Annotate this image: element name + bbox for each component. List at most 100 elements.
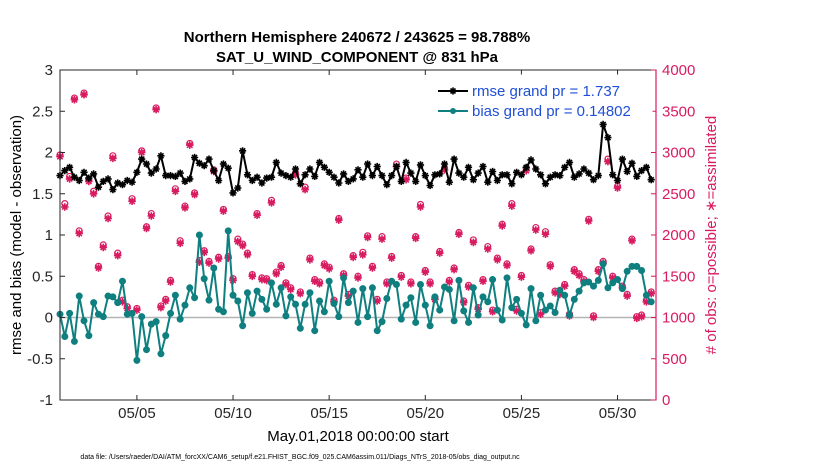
rmse-point — [128, 178, 136, 186]
bias-point — [239, 322, 247, 330]
obs-assimilated-point — [570, 267, 579, 276]
obs-assimilated-point — [450, 265, 458, 274]
bias-point — [167, 309, 175, 317]
obs-assimilated-point — [286, 285, 295, 294]
obs-assimilated-point — [344, 292, 353, 300]
x-tick-label: 05/15 — [310, 405, 348, 422]
legend-label-rmse: rmse grand pr = 1.737 — [472, 83, 620, 100]
rmse-point — [570, 173, 578, 181]
rmse-point — [561, 163, 569, 171]
bias-point — [416, 281, 424, 288]
rmse-point — [258, 179, 266, 187]
rmse-point — [647, 176, 655, 184]
x-tick-label: 05/30 — [599, 405, 637, 422]
rmse-point — [171, 172, 179, 180]
bias-point — [335, 313, 343, 321]
bias-point — [392, 281, 400, 288]
obs-assimilated-point — [137, 148, 146, 157]
rmse-point — [142, 160, 151, 168]
bias-point — [546, 302, 554, 310]
obs-assimilated-point — [243, 251, 252, 259]
rmse-point — [162, 172, 170, 180]
obs-assimilated-point — [277, 263, 285, 271]
obs-assimilated-point — [363, 233, 372, 242]
obs-assimilated-point — [455, 230, 463, 238]
y-left-tick-label: 2 — [45, 145, 53, 162]
rmse-point — [152, 165, 160, 173]
rmse-point — [565, 158, 574, 166]
rmse-point — [234, 184, 242, 192]
obs-assimilated-point — [387, 254, 396, 262]
rmse-point — [537, 171, 545, 179]
legend: rmse grand pr = 1.737 bias grand pr = 0.1… — [429, 74, 653, 120]
rmse-point — [556, 172, 564, 180]
obs-assimilated-point — [61, 203, 69, 211]
bias-point — [614, 276, 622, 284]
bias-point — [359, 285, 367, 293]
rmse-point — [513, 168, 521, 176]
bias-point — [493, 306, 501, 314]
rmse-point — [474, 169, 482, 177]
bias-point — [609, 279, 617, 287]
rmse-point — [138, 155, 146, 163]
obs-assimilated-point — [70, 95, 79, 104]
obs-assimilated-point — [594, 267, 603, 276]
rmse-point — [580, 165, 588, 173]
bias-point — [306, 289, 314, 297]
bias-point — [397, 315, 405, 323]
obs-assimilated-point — [310, 277, 319, 285]
bias-point — [570, 295, 578, 303]
rmse-point — [66, 163, 74, 171]
bias-point — [551, 309, 559, 317]
bias-point — [181, 301, 189, 309]
bias-point — [412, 318, 420, 326]
rmse-point — [123, 176, 131, 185]
obs-assimilated-point — [94, 264, 103, 272]
bias-point — [436, 306, 444, 314]
bias-point — [171, 291, 179, 299]
rmse-point — [335, 179, 343, 187]
obs-assimilated-point — [493, 255, 502, 264]
bias-point — [561, 291, 569, 299]
obs-assimilated-point — [253, 211, 261, 219]
rmse-point — [517, 171, 525, 179]
obs-assimilated-point — [325, 265, 333, 273]
rmse-point — [344, 177, 352, 185]
bias-point — [498, 316, 506, 324]
rmse-point — [412, 177, 420, 185]
bias-point — [195, 231, 203, 239]
y-right-tick-label: 3500 — [662, 103, 695, 120]
rmse-point — [176, 169, 184, 177]
rmse-point — [416, 161, 425, 169]
obs-assimilated-point — [373, 297, 381, 305]
obs-assimilated-point — [589, 313, 598, 322]
obs-assimilated-point — [397, 273, 406, 281]
bias-point — [243, 289, 251, 297]
obs-assimilated-point — [349, 253, 357, 262]
obs-assimilated-point — [551, 288, 559, 297]
rmse-point — [407, 169, 415, 177]
bias-point — [152, 318, 160, 326]
bias-point — [537, 291, 545, 299]
bias-point — [354, 318, 362, 326]
rmse-point — [147, 169, 155, 177]
bias-point — [426, 322, 434, 330]
obs-assimilated-point — [383, 279, 391, 288]
bias-point — [157, 350, 165, 358]
bias-point — [186, 284, 194, 292]
rmse-point — [210, 167, 218, 175]
rmse-point — [613, 176, 622, 185]
bias-point — [575, 287, 583, 295]
bias-point — [503, 274, 511, 282]
bias-point — [234, 297, 242, 305]
rmse-point — [373, 162, 381, 171]
rmse-point — [287, 173, 295, 181]
bias-point — [532, 317, 540, 325]
bias-point — [590, 282, 598, 290]
obs-assimilated-point — [166, 278, 175, 286]
obs-assimilated-point — [118, 298, 127, 306]
rmse-point — [243, 171, 252, 179]
bias-point — [623, 267, 631, 275]
obs-assimilated-point — [445, 278, 454, 286]
bias-point — [585, 278, 593, 286]
